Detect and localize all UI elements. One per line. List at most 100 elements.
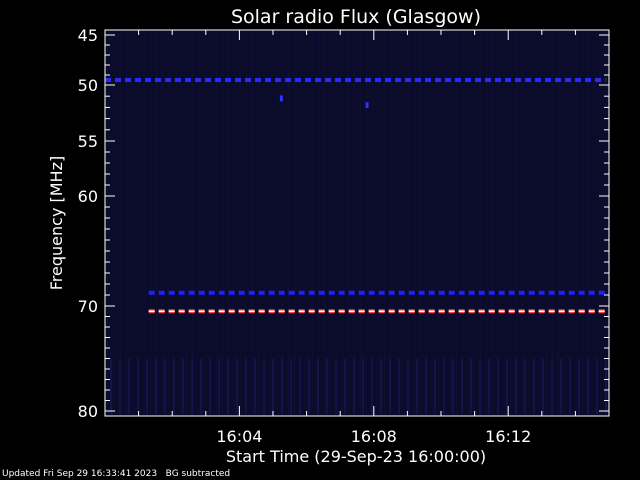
noise-stripe	[558, 31, 559, 415]
noise-stripe	[480, 31, 481, 415]
noise-stripe-low	[506, 358, 508, 414]
noise-stripe	[324, 31, 325, 415]
y-tick-label: 45	[78, 26, 98, 45]
noise-stripe-low	[128, 358, 130, 414]
footer-updated: Updated Fri Sep 29 16:33:41 2023	[2, 469, 158, 479]
noise-stripe-low	[308, 358, 310, 414]
noise-stripe-low	[497, 358, 499, 414]
noise-stripe-low	[515, 358, 517, 414]
noise-stripe	[414, 31, 415, 415]
noise-stripe-low	[425, 358, 427, 414]
noise-stripe-low	[452, 358, 454, 414]
noise-stripe	[300, 31, 301, 415]
noise-stripe	[144, 31, 145, 415]
noise-stripe	[342, 31, 343, 415]
noise-stripe-low	[470, 358, 472, 414]
noise-stripe	[216, 31, 217, 415]
noise-stripe	[252, 31, 253, 415]
emission-dot	[279, 95, 283, 102]
noise-stripe-low	[488, 358, 490, 414]
footer-status: Updated Fri Sep 29 16:33:41 2023 BG subt…	[2, 469, 230, 479]
noise-stripe-low	[551, 358, 553, 414]
noise-stripe-low	[182, 358, 184, 414]
noise-stripe	[600, 31, 601, 415]
noise-stripe	[174, 31, 175, 415]
noise-stripe	[516, 31, 517, 415]
noise-stripe	[120, 31, 121, 415]
x-axis: 16:04 16:08 16:12	[138, 30, 576, 446]
noise-stripe	[552, 31, 553, 415]
noise-stripe-low	[389, 358, 391, 414]
noise-stripe	[564, 31, 565, 415]
noise-stripe	[588, 31, 589, 415]
x-tick-label: 16:04	[216, 427, 262, 446]
noise-stripe-low	[398, 358, 400, 414]
noise-stripe	[186, 31, 187, 415]
noise-stripe-low	[137, 358, 139, 414]
noise-stripe	[426, 31, 427, 415]
noise-stripe	[360, 31, 361, 415]
noise-stripe-low	[524, 358, 526, 414]
noise-stripe-low	[119, 358, 121, 414]
noise-stripe	[540, 31, 541, 415]
noise-stripe-low	[605, 358, 607, 414]
footer-note: BG subtracted	[165, 469, 231, 479]
x-tick-label: 16:12	[485, 427, 531, 446]
noise-stripe	[546, 31, 547, 415]
noise-stripe-low	[569, 358, 571, 414]
y-tick-label: 60	[78, 187, 98, 206]
noise-stripe	[366, 31, 367, 415]
noise-stripe-low	[209, 358, 211, 414]
noise-stripe	[126, 31, 127, 415]
noise-stripe-low	[200, 358, 202, 414]
noise-stripe	[240, 31, 241, 415]
noise-stripe	[330, 31, 331, 415]
noise-stripe	[504, 31, 505, 415]
noise-stripe-low	[236, 358, 238, 414]
noise-stripe	[150, 31, 151, 415]
y-axis: 45 50 55 60 70 80	[78, 26, 609, 421]
noise-stripe-low	[263, 358, 265, 414]
noise-stripe	[132, 31, 133, 415]
noise-stripe-low	[533, 358, 535, 414]
noise-stripe	[606, 31, 607, 415]
noise-stripe-low	[461, 358, 463, 414]
noise-stripe-low	[245, 358, 247, 414]
noise-stripe	[108, 31, 109, 415]
y-axis-label: Frequency [MHz]	[47, 156, 66, 290]
noise-stripe	[594, 31, 595, 415]
emission-dot	[365, 102, 369, 109]
noise-stripe	[402, 31, 403, 415]
noise-stripe-low	[254, 358, 256, 414]
noise-stripe-low	[326, 358, 328, 414]
noise-stripe-low	[335, 358, 337, 414]
emission-features	[105, 78, 606, 314]
noise-stripe-low	[146, 358, 148, 414]
noise-stripe	[462, 31, 463, 415]
noise-stripe	[396, 31, 397, 415]
noise-stripe	[204, 31, 205, 415]
noise-stripe-low	[173, 358, 175, 414]
noise-stripe	[210, 31, 211, 415]
noise-stripe	[318, 31, 319, 415]
noise-stripe-low	[344, 358, 346, 414]
noise-stripe-low	[434, 358, 436, 414]
noise-stripe	[288, 31, 289, 415]
noise-stripe	[114, 31, 115, 415]
noise-stripe	[408, 31, 409, 415]
noise-stripe	[180, 31, 181, 415]
noise-stripes	[108, 31, 607, 415]
noise-stripe	[372, 31, 373, 415]
noise-stripe	[510, 31, 511, 415]
noise-stripe	[294, 31, 295, 415]
noise-stripe	[264, 31, 265, 415]
noise-stripe	[168, 31, 169, 415]
noise-stripe-low	[155, 358, 157, 414]
noise-stripe	[390, 31, 391, 415]
noise-stripe	[156, 31, 157, 415]
noise-stripe-low	[110, 358, 112, 414]
noise-stripe-low	[227, 358, 229, 414]
noise-stripe	[528, 31, 529, 415]
noise-stripe	[348, 31, 349, 415]
